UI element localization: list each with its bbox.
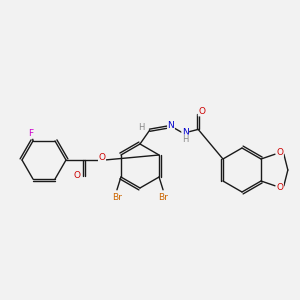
- Text: F: F: [28, 129, 34, 138]
- Text: H: H: [182, 135, 188, 144]
- Text: H: H: [138, 122, 144, 131]
- Text: O: O: [73, 172, 80, 181]
- Text: N: N: [182, 128, 189, 137]
- Text: O: O: [276, 148, 284, 157]
- Text: O: O: [276, 183, 284, 192]
- Text: O: O: [98, 154, 106, 163]
- Text: N: N: [168, 121, 174, 130]
- Text: Br: Br: [158, 193, 168, 202]
- Text: Br: Br: [112, 193, 122, 202]
- Text: O: O: [198, 107, 205, 116]
